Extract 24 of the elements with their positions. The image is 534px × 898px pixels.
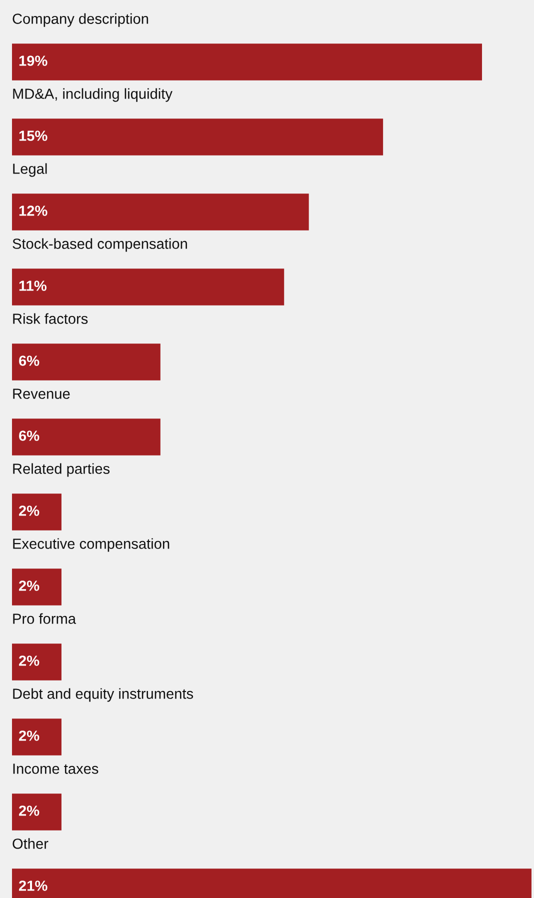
data-label: 11% — [19, 280, 46, 291]
data-label: 19% — [19, 56, 48, 66]
y-tick-label: Income taxes — [13, 764, 98, 774]
y-tick-label: Revenue — [13, 388, 70, 399]
data-label: 2% — [19, 656, 40, 666]
y-tick-label: Risk factors — [13, 313, 88, 324]
data-label: 6% — [19, 356, 40, 366]
y-tick-label: Pro forma — [13, 613, 76, 624]
data-label: 6% — [19, 430, 40, 441]
data-label: 15% — [19, 130, 48, 141]
y-tick-label: MD&A, including liquidity — [13, 88, 172, 102]
data-label: 2% — [19, 506, 40, 516]
data-label: 2% — [19, 580, 40, 591]
y-tick-label: Debt and equity instruments — [13, 688, 194, 702]
data-label: 12% — [19, 206, 48, 216]
data-label: 21% — [19, 880, 48, 891]
y-tick-label: Stock-based compensation — [12, 238, 187, 252]
y-tick-label: Company description — [12, 13, 148, 27]
y-tick-label: Related parties — [13, 463, 110, 477]
data-label: 2% — [19, 730, 40, 741]
y-tick-label: Legal — [13, 163, 47, 177]
y-tick-label: Executive compensation — [13, 538, 170, 552]
y-tick-label: Other — [12, 838, 48, 849]
data-label: 2% — [19, 806, 40, 816]
